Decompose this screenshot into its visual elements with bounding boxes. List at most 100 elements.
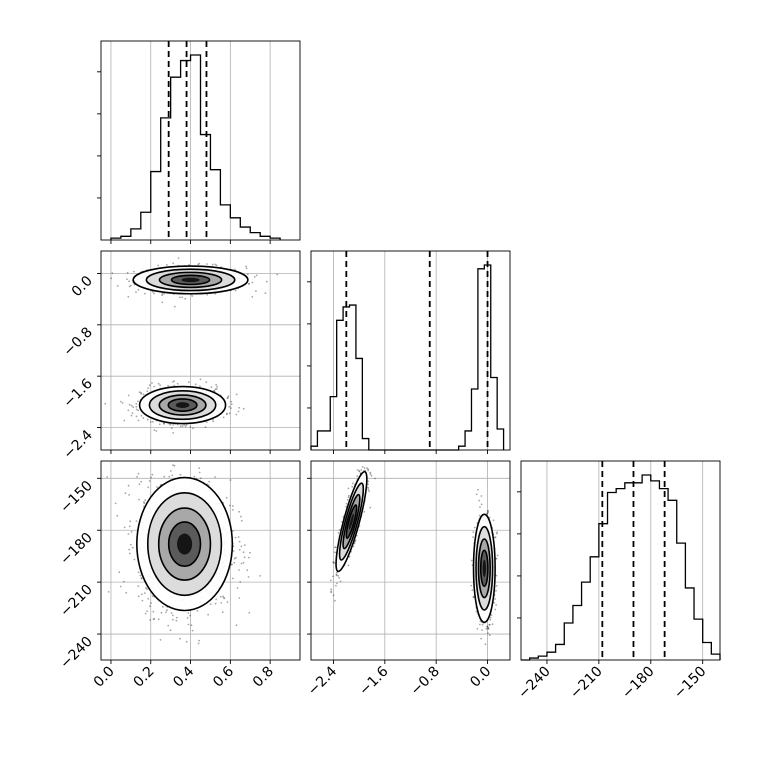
- sample-point: [367, 488, 370, 491]
- sample-point: [167, 384, 170, 387]
- sample-point: [495, 557, 498, 560]
- sample-point: [487, 510, 489, 512]
- sample-point: [179, 296, 181, 299]
- sample-point: [191, 629, 194, 632]
- sample-point: [172, 262, 175, 265]
- sample-point: [259, 575, 262, 577]
- y-tick-label: −1.6: [60, 376, 95, 411]
- sample-point: [214, 263, 217, 266]
- sample-point: [137, 472, 140, 475]
- sample-point: [480, 503, 483, 506]
- sample-point: [128, 548, 131, 551]
- sample-point: [110, 277, 112, 280]
- sample-point: [133, 270, 135, 273]
- sample-point: [496, 531, 498, 534]
- sample-point: [198, 471, 201, 474]
- sample-point: [151, 382, 153, 384]
- sample-point: [142, 417, 145, 419]
- sample-point: [230, 407, 232, 409]
- sample-point: [144, 292, 146, 295]
- sample-point: [159, 639, 162, 641]
- histogram-panel-2: [307, 250, 511, 454]
- sample-point: [135, 291, 137, 294]
- sample-point: [333, 551, 336, 554]
- sample-point: [486, 512, 488, 515]
- density-peak: [181, 277, 200, 283]
- sample-point: [360, 469, 363, 471]
- sample-point: [363, 467, 366, 469]
- sample-point: [264, 292, 267, 294]
- density-contour: [158, 394, 207, 416]
- sample-point: [131, 412, 134, 415]
- sample-point: [146, 610, 149, 612]
- sample-point: [248, 556, 250, 559]
- sample-point: [147, 597, 150, 600]
- sample-point: [158, 423, 161, 426]
- sample-point: [143, 502, 146, 505]
- sample-point: [235, 556, 237, 559]
- sample-point: [214, 476, 216, 478]
- sample-point: [171, 614, 174, 617]
- density-contour: [146, 492, 223, 597]
- sample-point: [367, 486, 370, 489]
- sample-point: [130, 414, 133, 417]
- sample-point: [157, 618, 160, 621]
- sample-point: [187, 612, 190, 614]
- sample-point: [495, 574, 498, 577]
- sample-point: [159, 384, 162, 387]
- sample-point: [128, 285, 131, 288]
- sample-point: [185, 423, 188, 426]
- sample-point: [221, 611, 224, 614]
- sample-point: [235, 393, 238, 396]
- sample-point: [181, 425, 184, 428]
- sample-point: [149, 421, 152, 423]
- sample-point: [477, 488, 479, 491]
- sample-point: [147, 387, 150, 389]
- sample-point: [481, 629, 483, 631]
- sample-point: [364, 469, 367, 472]
- sample-point: [251, 296, 254, 298]
- sample-point: [122, 580, 125, 583]
- sample-point: [243, 544, 246, 546]
- sample-point: [330, 591, 332, 594]
- sample-point: [367, 480, 370, 483]
- sample-point: [476, 628, 479, 630]
- sample-point: [163, 293, 166, 295]
- sample-point: [119, 400, 122, 403]
- sample-point: [242, 561, 245, 564]
- sample-point: [227, 395, 230, 398]
- sample-point: [146, 390, 149, 392]
- sample-point: [493, 536, 496, 539]
- sample-point: [488, 623, 491, 626]
- sample-point: [367, 469, 370, 472]
- sample-point: [205, 421, 208, 423]
- sample-point: [137, 288, 140, 291]
- sample-point: [155, 430, 158, 432]
- density-peak: [482, 559, 487, 577]
- sample-point: [351, 485, 354, 488]
- sample-point: [132, 406, 135, 409]
- density-contour: [338, 482, 365, 561]
- sample-point: [163, 475, 166, 478]
- sample-point: [246, 569, 249, 572]
- sample-point: [140, 577, 143, 579]
- sample-point: [140, 414, 143, 417]
- sample-point: [351, 482, 354, 485]
- y-tick-label: 0.0: [69, 273, 96, 300]
- sample-point: [199, 378, 202, 381]
- sample-point: [173, 384, 176, 387]
- sample-point: [368, 456, 370, 458]
- sample-point: [333, 546, 336, 549]
- sample-point: [214, 388, 217, 391]
- sample-point: [210, 386, 213, 388]
- axes-frame: [100, 460, 301, 661]
- sample-point: [222, 595, 224, 598]
- sample-point: [190, 624, 193, 627]
- sample-point: [197, 642, 200, 645]
- sample-point: [246, 273, 249, 276]
- density-contour: [136, 476, 234, 612]
- sample-point: [127, 533, 130, 535]
- sample-point: [186, 617, 189, 619]
- sample-point: [137, 409, 140, 412]
- sample-point: [487, 510, 489, 512]
